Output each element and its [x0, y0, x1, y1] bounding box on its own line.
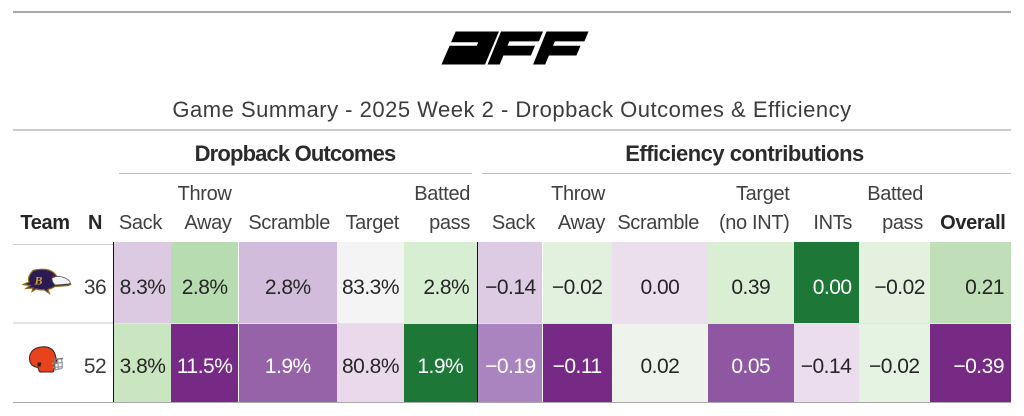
svg-text:B: B [34, 274, 43, 288]
